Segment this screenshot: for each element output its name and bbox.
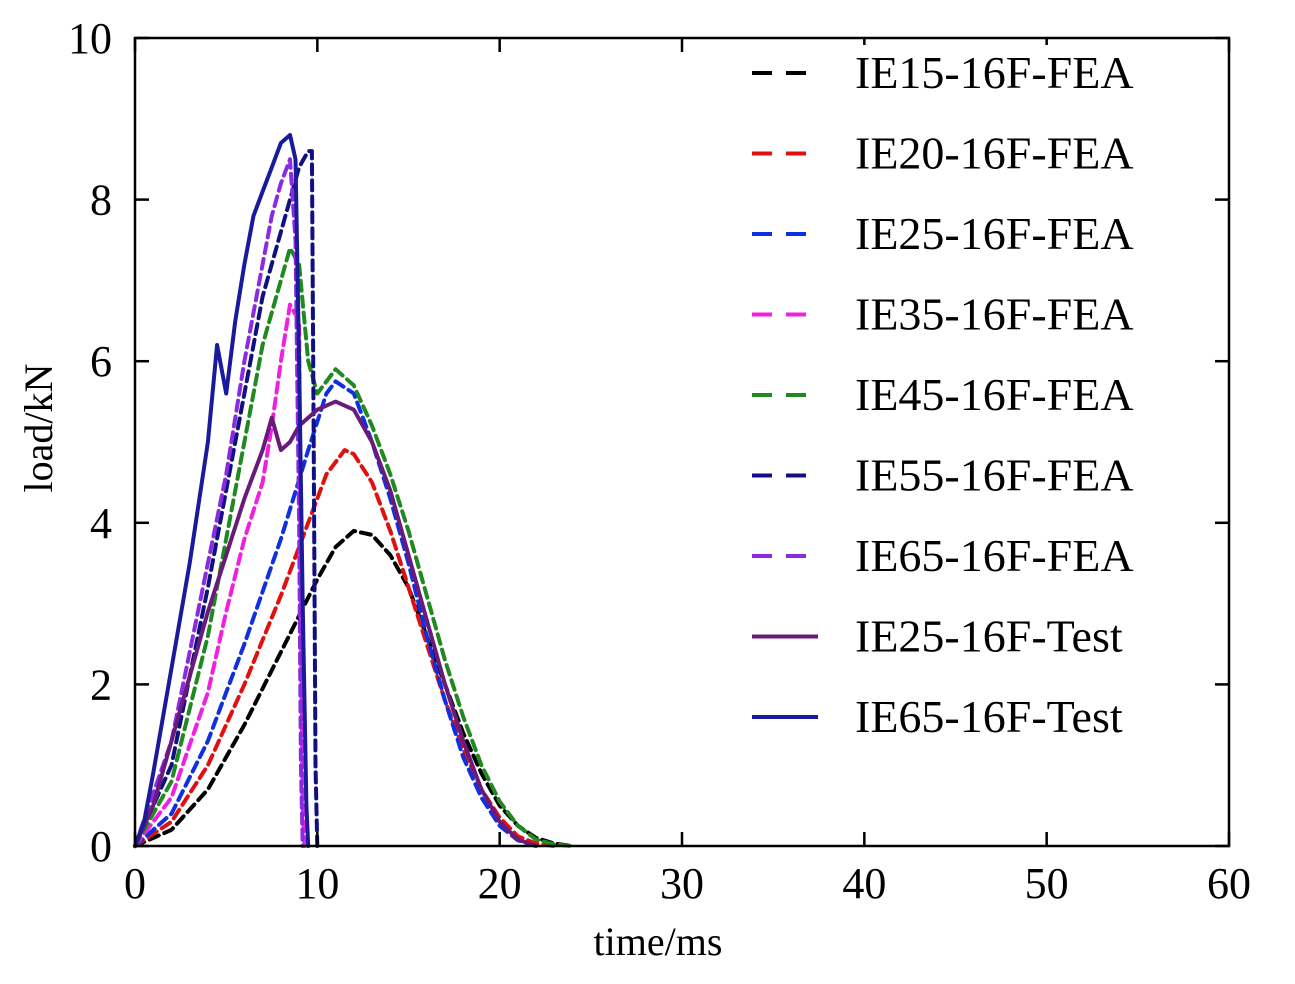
tick-labels: 0 10 20 30 40 50 60 0 2 4 6 8 10 [68,14,1251,908]
y-tick-label: 4 [90,499,112,548]
y-tick-label: 8 [90,176,112,225]
series-line-4 [133,246,575,848]
legend-label: IE45-16F-FEA [855,369,1134,420]
series-line-0 [133,528,575,848]
x-tick-label: 40 [842,859,886,908]
x-tick-label: 20 [478,859,522,908]
y-axis-label: load/kN [16,364,61,493]
legend-label: IE65-16F-FEA [855,530,1134,581]
y-tick-label: 2 [90,660,112,709]
y-tick-label: 6 [90,337,112,386]
legend-label: IE55-16F-FEA [855,450,1134,501]
x-tick-label: 30 [660,859,704,908]
x-tick-label: 60 [1207,859,1251,908]
x-axis-label: time/ms [594,919,723,964]
legend: IE15-16F-FEA IE20-16F-FEA IE25-16F-FEA IE35… [735,45,1215,742]
x-tick-label: 0 [124,859,146,908]
series-line-8 [133,133,311,848]
x-tick-label: 50 [1025,859,1069,908]
series-line-7 [133,399,539,848]
legend-label: IE20-16F-FEA [855,128,1134,179]
series-line-5 [133,149,320,848]
y-tick-label: 0 [90,822,112,871]
legend-label: IE35-16F-FEA [855,289,1134,340]
legend-label: IE25-16F-FEA [855,208,1134,259]
plot-lines [133,133,575,848]
y-tick-label: 10 [68,14,112,63]
legend-background [735,45,1215,685]
axis-ticks [133,36,1231,848]
legend-label: IE65-16F-Test [855,691,1123,742]
legend-label: IE25-16F-Test [855,611,1123,662]
series-line-6 [133,157,305,848]
x-tick-label: 10 [295,859,339,908]
legend-label: IE15-16F-FEA [855,47,1134,98]
